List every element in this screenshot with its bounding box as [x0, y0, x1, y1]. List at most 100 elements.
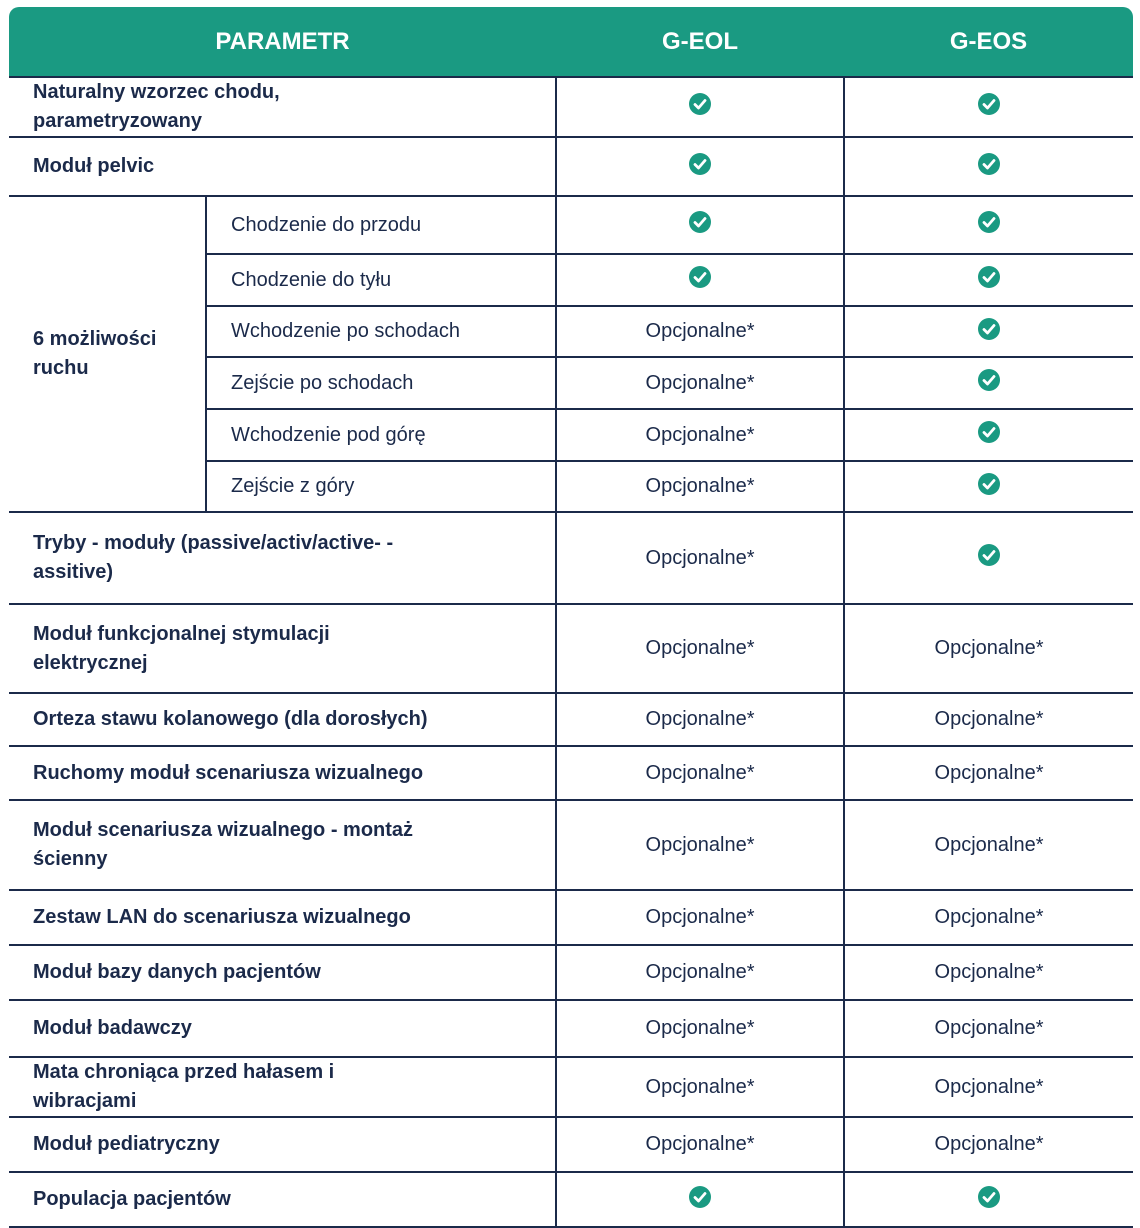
row-label: Moduł bazy danych pacjentów [9, 944, 557, 1001]
value-cell [555, 76, 845, 138]
table-row: Orteza stawu kolanowego (dla dorosłych) O… [9, 692, 1133, 747]
row-label: Mata chroniąca przed hałasem i wibracjam… [9, 1056, 557, 1118]
value-text: Opcjonalne* [645, 1017, 755, 1039]
value-cell: Opcjonalne* [555, 944, 845, 1001]
value-cell [555, 136, 845, 197]
value-text: Opcjonalne* [934, 1075, 1044, 1098]
check-icon [978, 544, 1000, 566]
value-cell [843, 253, 1133, 307]
value-cell: Opcjonalne* [555, 889, 845, 946]
table-row: Moduł pediatryczny Opcjonalne* Opcjonalne* [9, 1116, 1133, 1173]
value-cell: Opcjonalne* [555, 999, 845, 1058]
value-text: Opcjonalne* [645, 475, 755, 497]
value-cell: Opcjonalne* [843, 799, 1133, 891]
value-cell: Opcjonalne* [843, 603, 1133, 694]
check-icon [689, 152, 711, 175]
value-cell: Opcjonalne* [555, 408, 845, 462]
value-text: Opcjonalne* [645, 1133, 755, 1155]
value-cell: Opcjonalne* [555, 745, 845, 801]
header-cell: PARAMETR [9, 7, 556, 77]
table-row: Moduł pelvic [9, 136, 1133, 197]
value-cell: Opcjonalne* [843, 944, 1133, 1001]
value-cell: Opcjonalne* [555, 356, 845, 410]
table-row: Tryby - moduły (passive/activ/active- -a… [9, 511, 1133, 605]
value-text: Opcjonalne* [645, 423, 755, 446]
value-cell [843, 136, 1133, 197]
value-cell: Opcjonalne* [555, 799, 845, 891]
value-text: Opcjonalne* [645, 371, 755, 394]
value-text: Opcjonalne* [645, 637, 755, 659]
table-row: Ruchomy moduł scenariusza wizualnego Opcj… [9, 745, 1133, 801]
value-cell: Opcjonalne* [843, 889, 1133, 946]
table-row: Wchodzenie po schodach Opcjonalne* [9, 305, 1133, 358]
value-text: Opcjonalne* [934, 906, 1044, 928]
sub-label: Zejście po schodach [206, 356, 557, 410]
table-row: Moduł funkcjonalnej stymulacji elektrycz… [9, 603, 1133, 694]
value-text: Opcjonalne* [645, 1075, 755, 1098]
check-icon [689, 1185, 711, 1208]
row-label: Orteza stawu kolanowego (dla dorosłych) [9, 692, 557, 747]
value-cell [555, 253, 845, 307]
value-cell: Opcjonalne* [843, 745, 1133, 801]
value-text: Opcjonalne* [934, 708, 1044, 730]
value-cell: Opcjonalne* [555, 511, 845, 605]
table-row: Zestaw LAN do scenariusza wizualnego Opcj… [9, 889, 1133, 946]
row-label: Ruchomy moduł scenariusza wizualnego [9, 745, 557, 801]
value-text: Opcjonalne* [934, 637, 1044, 659]
check-icon [978, 152, 1000, 175]
sub-label: Zejście z góry [206, 460, 557, 513]
check-icon [978, 317, 1000, 340]
value-cell [843, 76, 1133, 138]
value-cell [843, 408, 1133, 462]
value-cell: Opcjonalne* [555, 1056, 845, 1118]
table-row: Moduł bazy danych pacjentów Opcjonalne* Op… [9, 944, 1133, 1001]
sub-label: Chodzenie do przodu [205, 195, 557, 255]
table-row: 6 możliwości ruchu Chodzenie do przodu [9, 195, 1133, 513]
table-row: Moduł scenariusza wizualnego - montaż śc… [9, 799, 1133, 891]
value-cell [843, 511, 1133, 605]
row-label: Moduł pelvic [9, 136, 557, 197]
value-text: Opcjonalne* [934, 961, 1044, 983]
header-row: PARAMETR G-EOL G-EOS [9, 7, 1133, 77]
value-cell [843, 460, 1133, 513]
table-row: Chodzenie do tyłu [9, 253, 1133, 307]
row-label: Moduł funkcjonalnej stymulacji elektrycz… [9, 603, 557, 694]
check-icon [978, 93, 1000, 115]
group-label: 6 możliwości ruchu [9, 195, 207, 513]
value-text: Opcjonalne* [645, 320, 755, 342]
value-text: Opcjonalne* [645, 761, 755, 784]
value-text: Opcjonalne* [645, 708, 755, 730]
value-cell [555, 195, 845, 255]
value-text: Opcjonalne* [934, 761, 1044, 784]
table-row: Mata chroniąca przed hałasem i wibracjam… [9, 1056, 1133, 1118]
value-cell: Opcjonalne* [555, 603, 845, 694]
value-cell: Opcjonalne* [555, 692, 845, 747]
row-label: Moduł pediatryczny [9, 1116, 557, 1173]
value-cell: Opcjonalne* [843, 1116, 1133, 1173]
check-icon [978, 472, 1000, 495]
check-icon [978, 369, 1000, 391]
check-icon [689, 211, 711, 233]
check-icon [978, 1185, 1000, 1208]
check-icon [978, 266, 1000, 288]
table-row: Populacja pacjentów [9, 1171, 1133, 1228]
check-icon [689, 266, 711, 288]
value-text: Opcjonalne* [934, 1017, 1044, 1039]
value-cell [843, 1171, 1133, 1228]
value-text: Opcjonalne* [645, 961, 755, 983]
row-label: Naturalny wzorzec chodu, parametryzowany [9, 76, 557, 138]
comparison-table: PARAMETR G-EOL G-EOS Naturalny wzorzec c… [9, 7, 1133, 1228]
row-label: Zestaw LAN do scenariusza wizualnego [9, 889, 557, 946]
value-text: Opcjonalne* [645, 546, 755, 569]
check-icon [978, 421, 1000, 443]
row-label: Tryby - moduły (passive/activ/active- -a… [9, 511, 557, 605]
sub-label: Wchodzenie po schodach [206, 305, 557, 358]
row-label: Populacja pacjentów [9, 1171, 557, 1228]
sub-label: Wchodzenie pod górę [206, 408, 557, 462]
value-text: Opcjonalne* [934, 1133, 1044, 1155]
value-cell: Opcjonalne* [843, 999, 1133, 1058]
table-row: Moduł badawczy Opcjonalne* Opcjonalne* [9, 999, 1133, 1058]
table-row: Wchodzenie pod górę Opcjonalne* [9, 408, 1133, 462]
value-text: Opcjonalne* [934, 833, 1044, 856]
check-icon [978, 211, 1000, 233]
